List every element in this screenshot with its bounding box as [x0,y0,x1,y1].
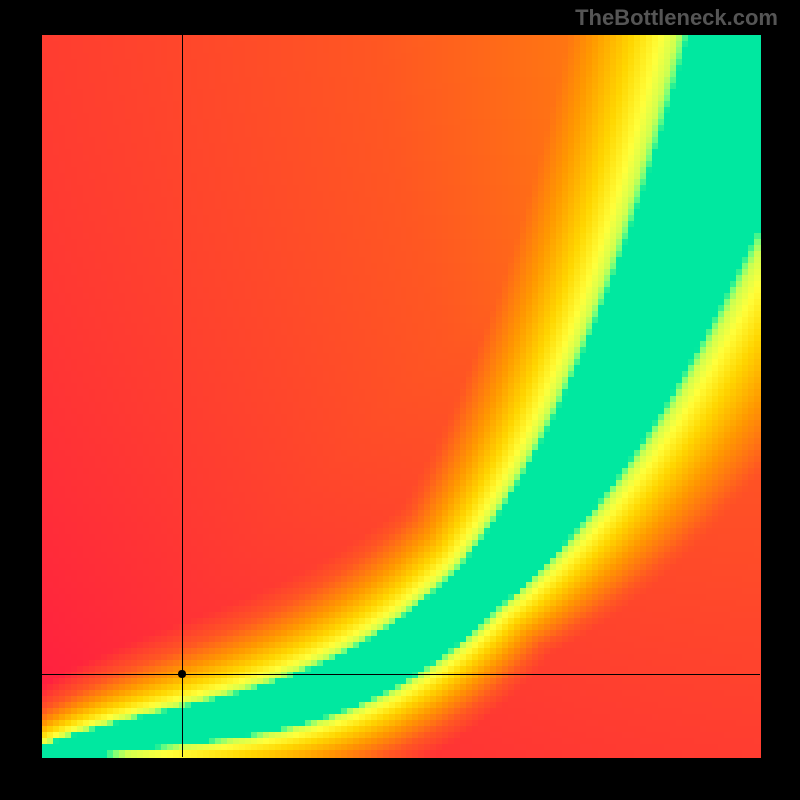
watermark-attribution: TheBottleneck.com [575,5,778,31]
bottleneck-heatmap-plot [0,0,800,800]
